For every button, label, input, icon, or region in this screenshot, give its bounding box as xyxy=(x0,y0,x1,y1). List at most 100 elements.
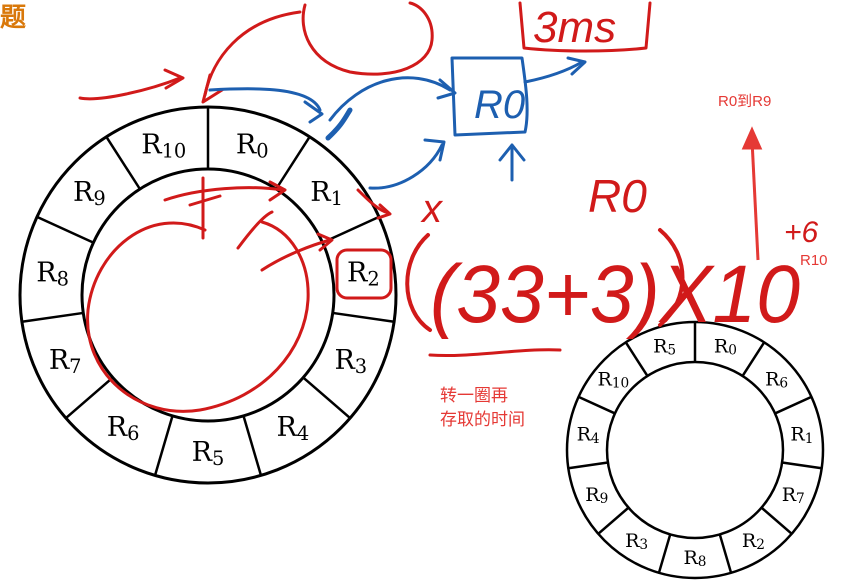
red-arrow-shaft xyxy=(750,139,760,261)
small-disk-labels: R5 R0 R6 R1 R7 R2 R8 R3 R9 R4 R10 xyxy=(577,335,814,570)
big-disk-sector-label-r3: R3 xyxy=(334,345,367,378)
blue-arrowhead-3ms xyxy=(566,56,587,76)
big-disk-spoke xyxy=(105,136,141,190)
hw-3ms: 3ms xyxy=(533,3,616,52)
hw-x: x xyxy=(420,187,444,231)
red-box-r2 xyxy=(335,248,393,300)
blue-ink-strokes xyxy=(208,56,587,190)
red-arrow-inner-3 xyxy=(260,238,332,272)
small-disk: R5 R0 R6 R1 R7 R2 R8 R3 R9 R4 R10 xyxy=(565,320,825,580)
small-disk-spoke xyxy=(568,461,609,470)
annotation-r10: R10 xyxy=(800,252,828,269)
red-box-3ms xyxy=(518,1,652,53)
annotation-note-line1: 转一圈再 xyxy=(440,386,508,405)
big-disk-sector-label-r4: R4 xyxy=(277,412,310,445)
blue-tick xyxy=(325,107,353,141)
red-paren-left xyxy=(405,233,432,332)
small-disk-sector-label-r6: R6 xyxy=(765,368,788,391)
small-disk-spoke xyxy=(597,506,630,535)
small-disk-spoke xyxy=(774,395,812,415)
big-disk-sector-label-r10: R10 xyxy=(141,129,186,162)
red-underline-formula xyxy=(428,348,562,358)
big-disk-spoke xyxy=(242,415,263,476)
big-disk-spoke xyxy=(302,376,351,420)
red-arrowhead-r1 xyxy=(376,203,392,220)
small-disk-spoke xyxy=(657,534,672,574)
big-disk-spoke xyxy=(21,311,84,323)
red-stroke-inner-2 xyxy=(236,210,274,250)
blue-arrow-lower xyxy=(368,143,444,190)
small-disk-sector-label-r7: R7 xyxy=(782,484,805,507)
blue-arrowhead-top xyxy=(303,100,324,124)
big-disk-sector-label-r9: R9 xyxy=(73,177,106,210)
small-disk-sector-label-r10: R10 xyxy=(598,368,630,391)
big-disk-sector-label-r1: R1 xyxy=(310,177,343,210)
big-disk-spokes xyxy=(21,107,395,476)
annotation-note-line2: 存取的时间 xyxy=(440,410,525,429)
red-paren-right xyxy=(658,228,685,327)
big-disk-sector-label-r6: R6 xyxy=(107,412,140,445)
small-disk-spoke xyxy=(578,395,616,415)
small-disk-sector-label-r9: R9 xyxy=(585,484,608,507)
small-disk-spoke xyxy=(760,506,793,535)
header-char: 题 xyxy=(0,2,27,32)
red-arrowhead-up xyxy=(741,126,763,150)
small-disk-sector-label-r4: R4 xyxy=(577,424,600,447)
big-disk-sector-label-r8: R8 xyxy=(36,257,69,290)
hw-formula: (33+3)X10 xyxy=(430,249,800,340)
annotation-note: 转一圈再 存取的时间 xyxy=(440,384,525,432)
handwritten-text: 3ms R0 x R0 (33+3)X10 +6 xyxy=(420,3,819,340)
small-disk-sector-label-r3: R3 xyxy=(625,530,648,553)
small-disk-inner-ring xyxy=(605,360,785,540)
annotation-r0-to-r9: R0到R9 xyxy=(718,93,772,110)
blue-arrowhead-lower xyxy=(423,138,446,162)
red-arrowhead-inner-3 xyxy=(316,232,334,252)
small-disk-spoke xyxy=(718,534,733,574)
big-disk-sector-label-r0: R0 xyxy=(236,129,269,162)
big-disk-spoke xyxy=(65,376,114,420)
small-disk-spoke xyxy=(624,341,649,377)
red-arrowhead-left xyxy=(163,68,185,90)
small-disk-spoke xyxy=(781,461,822,470)
big-disk-spoke xyxy=(36,215,94,244)
red-arrow-r0-r9 xyxy=(741,126,763,261)
blue-arrow-top xyxy=(208,87,322,112)
hw-r0-box: R0 xyxy=(474,83,525,127)
red-circle-inner xyxy=(86,220,310,413)
big-disk-spoke xyxy=(332,311,395,323)
big-disk-sector-label-r2: R2 xyxy=(347,257,380,290)
small-disk-sector-label-r1: R1 xyxy=(790,424,813,447)
hw-r0: R0 xyxy=(588,170,647,222)
blue-arrow-up xyxy=(498,143,526,182)
small-disk-sector-label-r0: R0 xyxy=(714,335,737,358)
red-arrow-left xyxy=(78,76,182,101)
red-arrow-inner-1 xyxy=(163,186,284,202)
small-disk-sector-label-r2: R2 xyxy=(742,530,765,553)
blue-arrow-to-3ms xyxy=(523,60,584,84)
red-plus-mark xyxy=(188,176,222,240)
small-disk-spoke xyxy=(741,341,766,377)
small-disk-sector-label-r5: R5 xyxy=(653,335,676,358)
blue-arrowhead-upper xyxy=(436,78,457,100)
big-disk-inner-ring xyxy=(80,167,336,423)
big-disk-labels: R10 R0 R1 R2 R3 R4 R5 R6 R7 R8 R9 xyxy=(36,129,380,470)
blue-arrow-upper xyxy=(328,76,452,122)
red-arrowhead-inner-1 xyxy=(268,180,287,202)
big-disk-spoke xyxy=(322,215,380,244)
small-disk-sector-label-r8: R8 xyxy=(683,547,706,570)
red-arrowhead-top xyxy=(201,73,224,104)
small-disk-spokes xyxy=(568,322,822,574)
red-curve-top xyxy=(203,10,302,97)
big-disk: R10 R0 R1 R2 R3 R4 R5 R6 R7 R8 R9 xyxy=(18,105,398,485)
red-ink-strokes xyxy=(78,1,685,413)
big-disk-sector-label-r5: R5 xyxy=(192,437,225,470)
big-disk-spoke xyxy=(153,415,174,476)
blue-box-r0 xyxy=(450,56,529,137)
hw-superscript: +6 xyxy=(784,216,819,249)
big-disk-sector-label-r7: R7 xyxy=(49,345,82,378)
red-blob-top xyxy=(301,1,434,76)
big-disk-spoke xyxy=(275,136,311,190)
red-arrow-r1 xyxy=(356,188,390,215)
